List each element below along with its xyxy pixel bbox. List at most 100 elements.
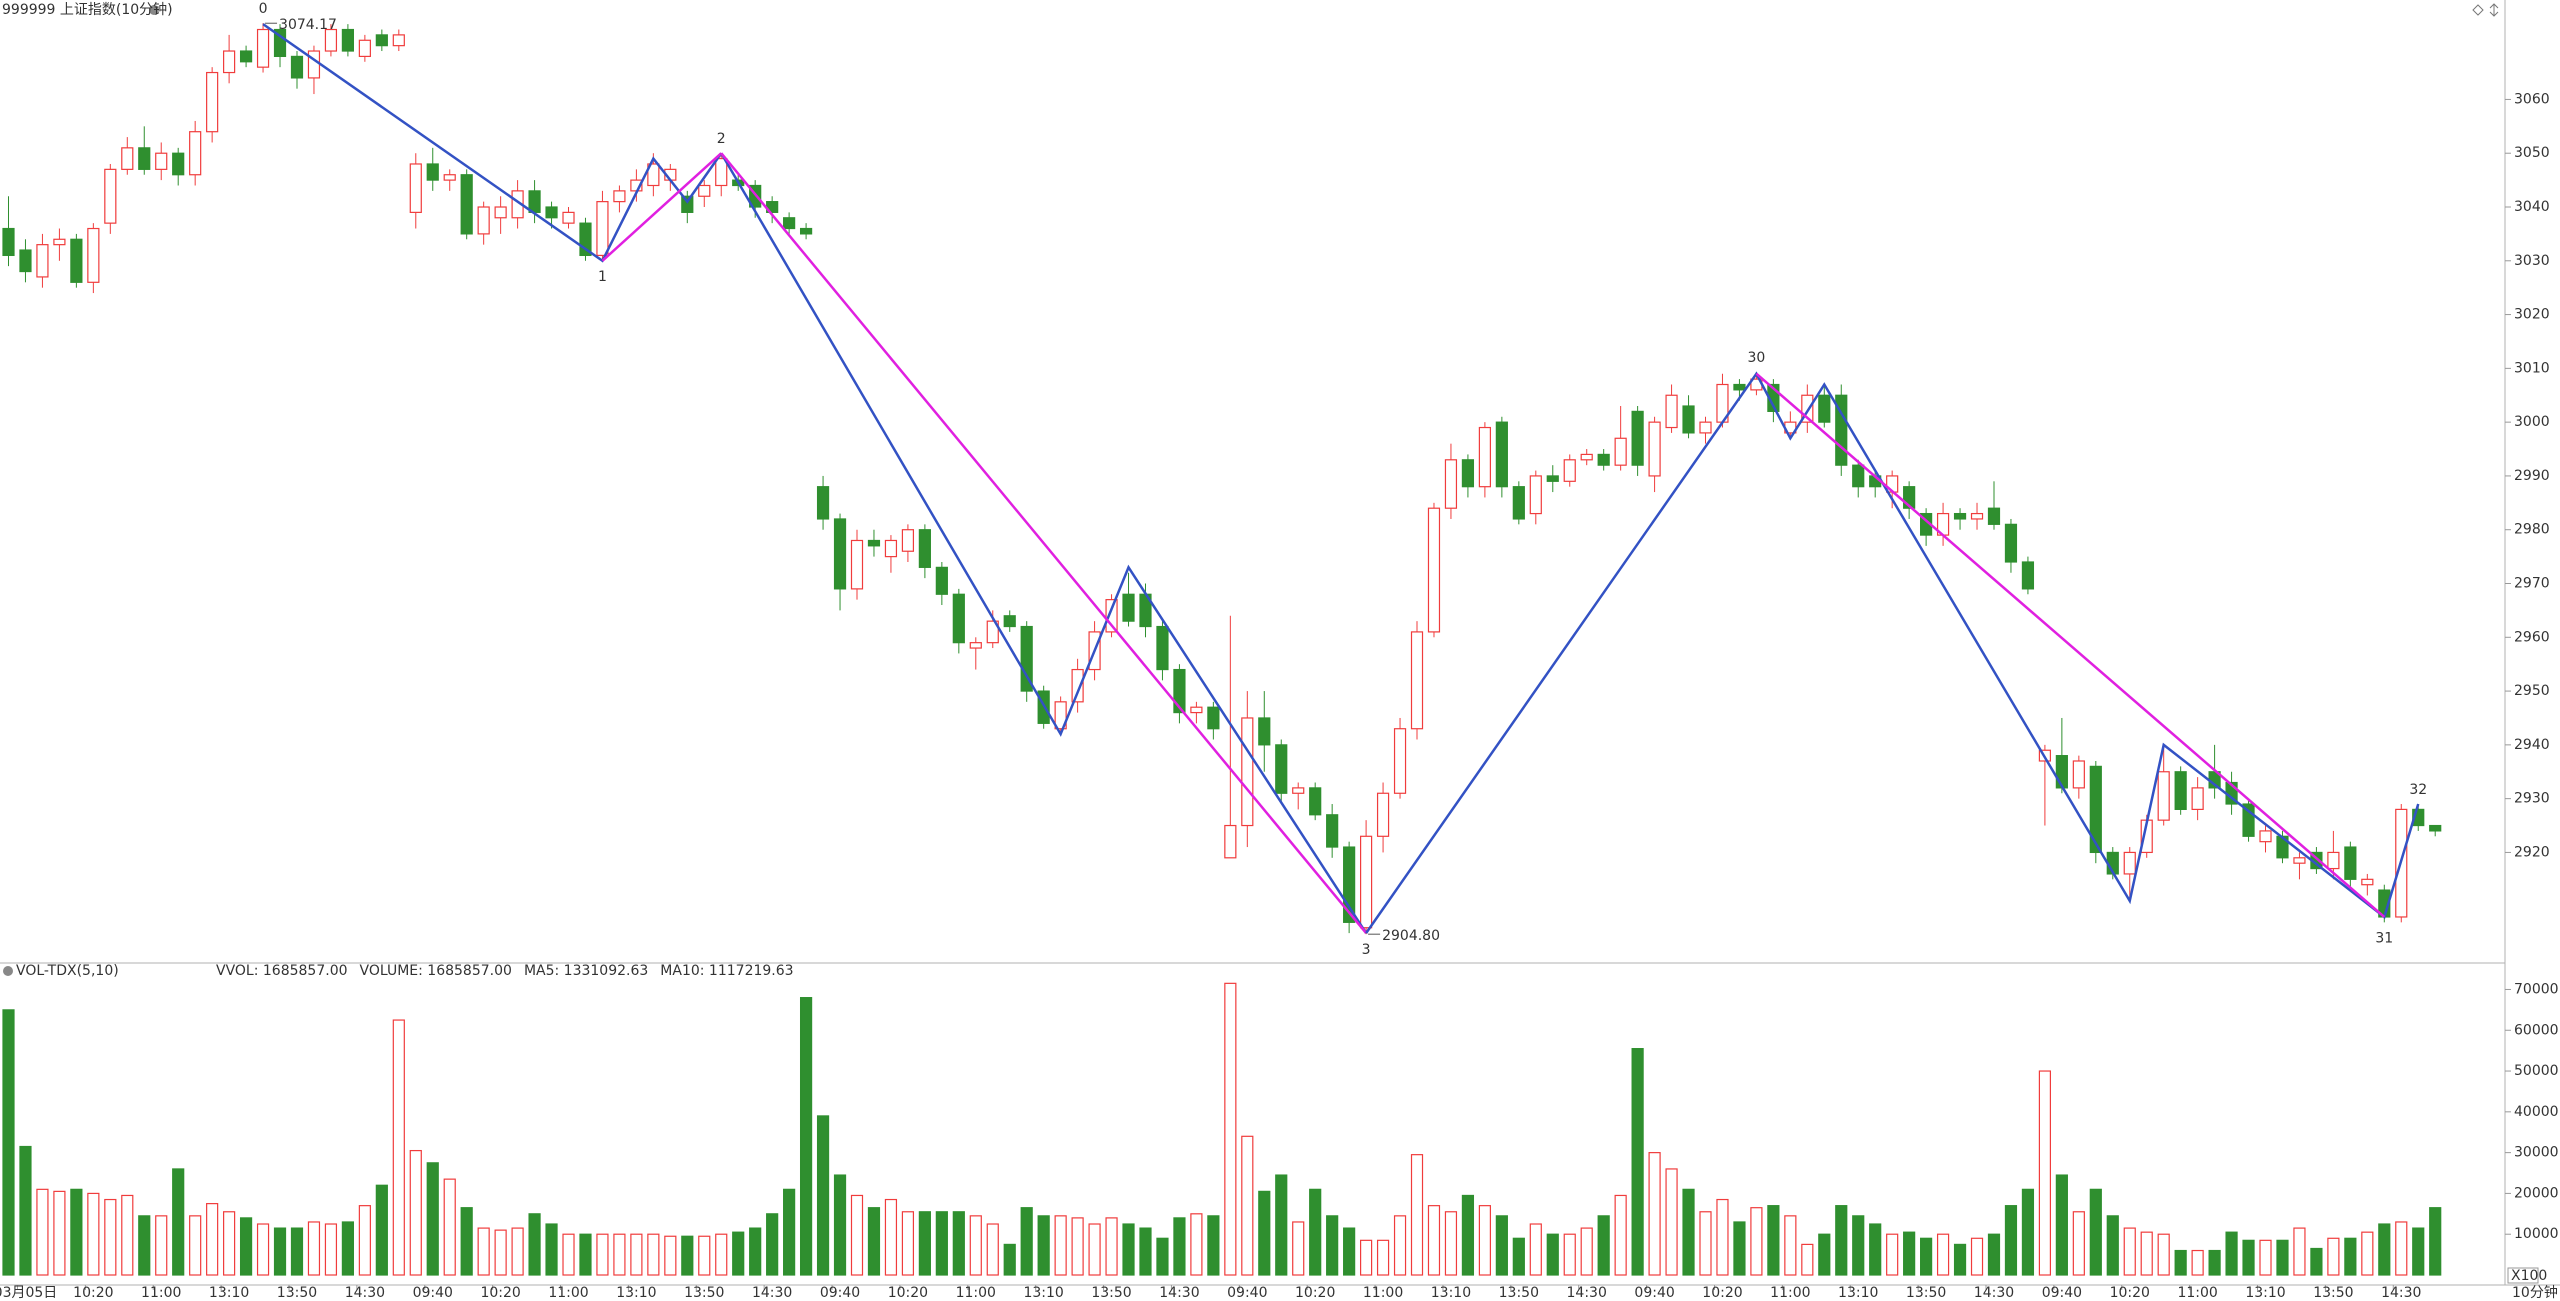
volume-bar [1512,1237,1525,1276]
x-tick-label: 13:50 [1906,1285,1946,1301]
y-tick-label: 50000 [2514,1063,2559,1079]
candle-body [867,539,881,547]
x-tick-label: 10:20 [888,1285,928,1301]
volume-bar [1122,1223,1135,1276]
candle-body [70,238,83,283]
candle-body [2344,846,2357,880]
y-tick-label: 3020 [2514,307,2550,323]
y-tick-label: 3050 [2514,145,2550,161]
candle-body [1699,421,1712,434]
candle-body [698,184,711,197]
candle-body [2293,857,2306,864]
candle-body [1631,410,1644,466]
y-tick-label: 3030 [2514,253,2550,269]
x-tick-label: 13:10 [1431,1285,1471,1301]
volume-bar [528,1213,541,1276]
candle-body [1733,383,1746,391]
candle-body [189,131,202,176]
volume-bar [2395,1221,2408,1276]
candle-body [2072,760,2085,789]
indicator-label: VOLUME: 1685857.00 [360,963,512,979]
candle-body [2327,851,2340,870]
y-tick-label: 70000 [2514,981,2559,997]
volume-bar [799,997,813,1276]
volume-bar [189,1215,202,1276]
x-tick-label: 13:10 [616,1285,656,1301]
volume-bar [2208,1249,2221,1276]
volume-bar [1309,1188,1322,1276]
candle-body [307,50,321,79]
volume-bar [850,1194,864,1276]
volume-bar [2429,1207,2442,1276]
candle-body [2361,878,2374,886]
volume-bar [239,1217,253,1276]
volume-bar [1903,1231,1916,1276]
volume-bar [375,1184,388,1276]
x-tick-label: 10:20 [2110,1285,2150,1301]
candle-body [799,227,813,235]
volume-bar [1275,1174,1288,1276]
zigzag-line [1755,372,2386,918]
toggle-icon[interactable] [2489,3,2499,17]
volume-bar [1037,1215,1050,1276]
volume-bar [1427,1205,1441,1276]
volume-bar [358,1205,371,1276]
candle-body [1258,717,1271,746]
volume-bar [1886,1233,1899,1276]
candle-body [1173,668,1186,714]
indicator-label: MA5: 1331092.63 [524,963,648,979]
zigzag-line [1365,371,2420,934]
volume-bar [70,1188,83,1276]
candle-body [1071,668,1084,703]
volume-bar [2174,1249,2187,1276]
volume-bar [1682,1188,1695,1276]
x-tick-label: 11:00 [956,1285,996,1301]
candle-body [1818,394,1831,423]
volume-bar [1258,1190,1271,1276]
volume-bar [2004,1205,2018,1276]
candle-body [1546,475,1559,482]
volume-bar [477,1227,490,1276]
candle-body [392,34,405,47]
x-tick-label: 10:20 [1295,1285,1335,1301]
candle-body [1529,475,1542,515]
candle-body [494,206,507,219]
volume-bar [1461,1194,1475,1276]
candle-body [1597,453,1610,466]
candle-body [104,168,117,224]
candle-body [1241,717,1254,827]
candle-body [986,620,999,644]
candle-body [138,147,151,170]
candle-body [2,227,15,257]
volume-bar [1648,1152,1661,1276]
volume-bar [901,1211,915,1276]
diamond-icon[interactable] [2472,4,2484,16]
x-tick-label: 14:30 [2381,1285,2421,1301]
candle-body [1614,437,1627,466]
volume-bar [1869,1223,1882,1276]
volume-bar [1733,1221,1746,1276]
vol-icon[interactable] [3,966,13,976]
volume-bar [918,1211,931,1276]
candle-body [1682,405,1695,434]
volume-bar [443,1178,456,1276]
volume-bar [1614,1194,1627,1276]
candle-body [647,163,660,187]
volume-bar [1801,1243,1814,1276]
candle-body [273,28,287,58]
volume-bar [562,1233,575,1276]
volume-bar [2327,1237,2340,1276]
volume-bar [2276,1239,2289,1276]
volume-bar [36,1188,49,1276]
volume-bar [969,1215,982,1276]
candle-body [1292,787,1305,794]
x-tick-label: 13:10 [1023,1285,1063,1301]
title-icon[interactable] [149,5,159,15]
candle-body [918,529,931,568]
volume-bar [1835,1205,1848,1276]
volume-bar [87,1192,100,1276]
candle-body [477,206,490,235]
